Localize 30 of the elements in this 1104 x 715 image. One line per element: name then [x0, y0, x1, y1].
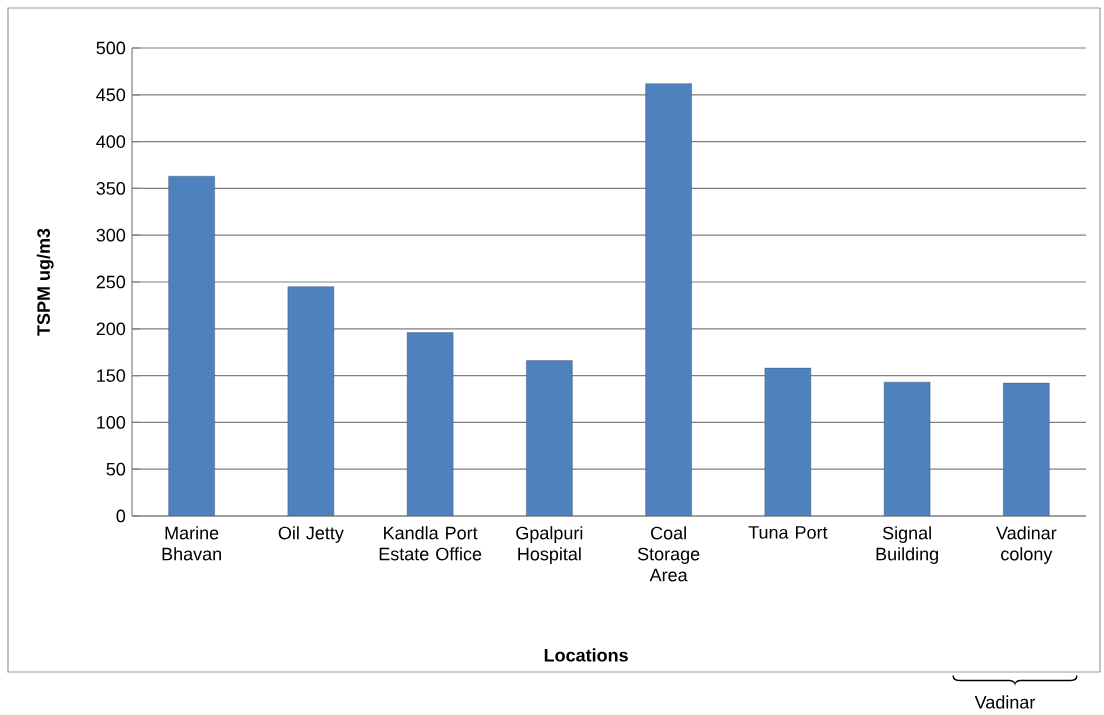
bar	[645, 83, 692, 517]
y-tick-label: 400	[96, 135, 126, 149]
bar	[1003, 383, 1050, 517]
y-tick-label: 50	[106, 463, 126, 476]
x-tick-label: Marine Bhavan	[162, 526, 221, 561]
x-tick-label: Coal Storage Area	[637, 526, 700, 582]
y-tick-label: 300	[96, 229, 126, 242]
y-tick-label: 500	[96, 41, 126, 55]
y-tick-label: 100	[97, 416, 126, 429]
x-tick-label: Gpalpuri Hospital	[516, 526, 583, 565]
text: Vadinar	[974, 695, 1036, 709]
y-tick-label: 450	[96, 88, 126, 102]
y-axis-title: TSPM ug/m3	[36, 228, 54, 336]
bar	[406, 332, 454, 517]
bar	[168, 176, 215, 517]
y-tick-label: 0	[116, 509, 126, 523]
bar	[526, 360, 573, 517]
y-tick-label: 250	[96, 275, 126, 289]
bar	[764, 368, 812, 517]
bar	[883, 382, 931, 517]
y-tick-label: 350	[96, 182, 126, 195]
x-tick-label: Signal Building	[876, 526, 938, 565]
x-tick-label: Vadinar colony	[996, 526, 1057, 565]
y-tick-label: 150	[97, 369, 126, 383]
x-tick-label: Oil Jetty	[278, 526, 344, 544]
x-axis-title: Locations	[544, 648, 628, 662]
x-tick-label: Kandla Port Estate Office	[379, 526, 482, 561]
y-tick-label: 200	[96, 322, 126, 336]
x-tick-label: Tuna Port	[748, 526, 828, 539]
bar	[287, 286, 335, 517]
